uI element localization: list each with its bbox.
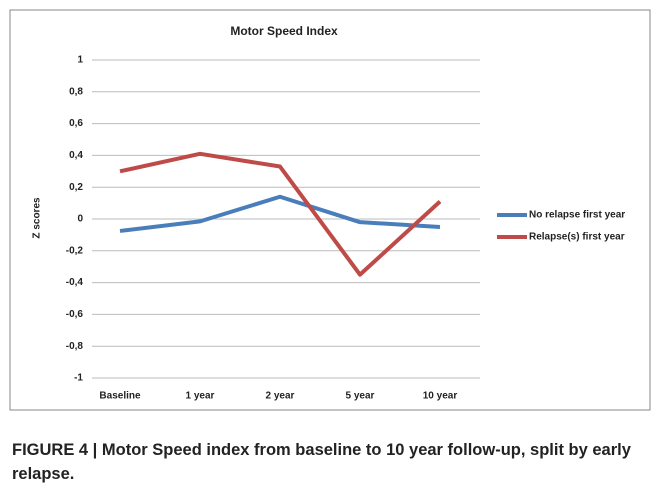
y-tick-label: -0,8 [66,341,84,352]
x-tick-label: 1 year [186,391,215,402]
series-line [119,194,441,233]
y-tick-label: 1 [77,55,83,66]
y-tick-label: -0,2 [66,245,84,256]
legend-label: No relapse first year [529,210,625,221]
x-tick-label: 5 year [346,391,375,402]
x-tick-label: 10 year [423,391,458,402]
y-tick-label: 0,8 [69,86,83,97]
y-tick-label: 0,2 [69,182,83,193]
y-tick-label: -0,6 [66,309,84,320]
chart-border [9,9,651,411]
y-axis-label: Z scores [32,197,43,239]
y-tick-label: 0,4 [69,150,83,161]
caption: FIGURE 4 | Motor Speed index from baseli… [12,441,631,483]
chart-title: Motor Speed Index [230,24,338,38]
y-tick-label: 0 [77,214,83,225]
y-tick-label: -1 [74,373,83,384]
x-tick-label: 2 year [266,391,295,402]
x-tick-label: Baseline [99,391,141,402]
y-tick-label: -0,4 [66,277,84,288]
series-line [119,151,442,277]
legend-label: Relapse(s) first year [529,232,625,243]
y-tick-label: 0,6 [69,118,83,129]
